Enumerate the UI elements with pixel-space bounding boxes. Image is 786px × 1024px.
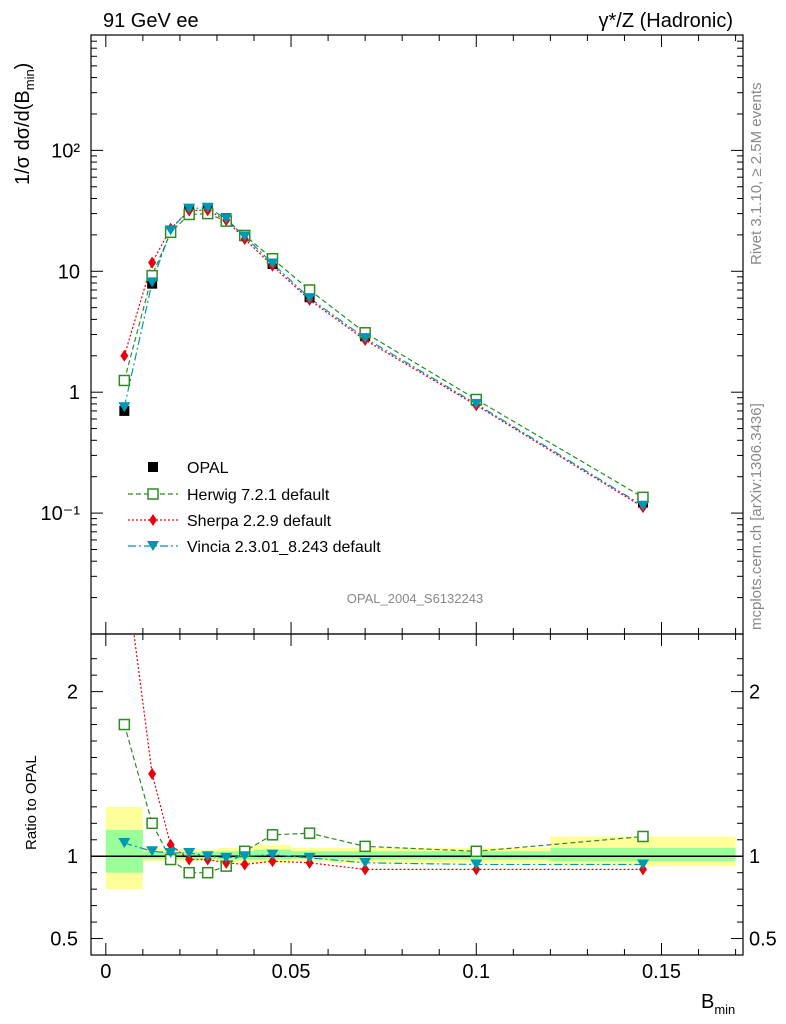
vincia-ratio-point [303,852,316,863]
vincia-ratio-point [118,838,131,849]
energy-label: 91 GeV ee [103,10,199,32]
source-label: mcplots.cern.ch [arXiv:1306.3436] [748,403,765,630]
herwig-ratio-point [201,866,214,879]
herwig-ratio-point [359,840,371,853]
vincia-ratio-point [359,857,372,868]
rivet-version-label: Rivet 3.1.10, ≥ 2.5M events [748,83,765,266]
vincia-ratio-point [164,847,177,858]
herwig-ratio-point [470,845,483,858]
herwig-ratio-point [118,718,131,731]
y-tick-label: 1 [69,382,80,404]
x-tick-label: 0.1 [462,961,490,983]
vincia-point [359,333,372,344]
uncertainty-band-green [105,829,143,873]
x-tick-label: 0 [100,961,111,983]
legend-label-sherpa: Sherpa 2.2.9 default [187,513,332,530]
vincia-point [636,500,649,511]
y-tick-label: 10² [51,140,80,162]
herwig-ratio-point [183,866,195,879]
vincia-point [164,225,177,236]
herwig-ratio-line [123,724,644,874]
legend-label-opal: OPAL [187,460,229,477]
herwig-ratio-point [146,817,158,830]
sherpa-ratio-point [148,767,157,780]
ratio-y-tick-label: 0.5 [50,929,78,951]
vincia-point [266,258,279,269]
ratio-y-tick-label: 1 [67,846,78,868]
vincia-ratio-point [470,859,483,870]
legend-label-herwig: Herwig 7.2.1 default [187,487,330,504]
vincia-point [470,398,483,409]
sherpa-ratio-point [268,855,277,868]
sherpa-ratio-point [185,853,194,866]
vincia-point [183,203,196,214]
vincia-ratio-point [238,851,251,862]
vincia-ratio-point [183,847,196,858]
herwig-point [118,374,131,387]
ratio-y-tick-label: 2 [67,682,78,704]
process-label: γ*/Z (Hadronic) [599,10,733,32]
uncertainty-band-green [328,851,403,860]
sherpa-point [148,256,157,269]
sherpa-point [120,349,129,362]
analysis-id-label: OPAL_2004_S6132243 [347,591,483,606]
x-tick-label: 0.15 [642,961,681,983]
ratio-y-tick-label-right: 0.5 [749,929,777,951]
ratio-series-group [118,554,649,879]
sherpa-ratio-point [361,863,370,876]
herwig-ratio-point [303,827,316,839]
sherpa-ratio-point [166,838,175,851]
legend-marker-opal [148,462,158,472]
herwig-line [123,212,644,498]
xlabel: Bmin [701,991,735,1017]
sherpa-ratio-point [120,554,128,566]
legend: OPAL Herwig 7.2.1 default Sherpa 2.2.9 def… [128,460,381,556]
vincia-point [238,231,251,242]
vincia-point [220,213,233,224]
herwig-ratio-point [637,830,649,843]
main-panel: 10⁻¹ 1 10 10² [41,34,744,955]
legend-marker-herwig [147,488,159,500]
ratio-ylabel: Ratio to OPAL [23,755,40,850]
ratio-panel: 0 0.05 0.1 0.15 0.5 0.5 1 1 2 2 [50,554,777,983]
herwig-ratio-point [266,829,279,841]
main-ylabel: 1/σ dσ/d(Bmin) [12,63,37,185]
vincia-ratio-point [220,852,233,863]
ratio-y-tick-label-right: 1 [749,846,760,868]
legend-marker-vincia [147,541,159,551]
x-tick-label: 0.05 [272,961,311,983]
vincia-point [201,202,214,213]
sherpa-ratio-point [240,858,249,871]
y-tick-label: 10⁻¹ [41,503,81,525]
legend-label-vincia: Vincia 2.3.01_8.243 default [187,539,381,556]
vincia-ratio-point [201,851,214,862]
vincia-ratio-point [146,846,159,857]
sherpa-ratio-line [133,634,643,871]
y-tick-label: 10 [58,261,80,283]
ratio-y-tick-label-right: 2 [749,682,760,704]
vincia-point [118,402,131,413]
vincia-point [146,277,159,288]
legend-marker-sherpa [149,514,157,526]
vincia-ratio-point [266,849,279,860]
uncertainty-band-green [550,848,736,862]
ratio-frame [90,633,744,956]
vincia-ratio-point [636,859,649,870]
vincia-point [303,293,316,304]
